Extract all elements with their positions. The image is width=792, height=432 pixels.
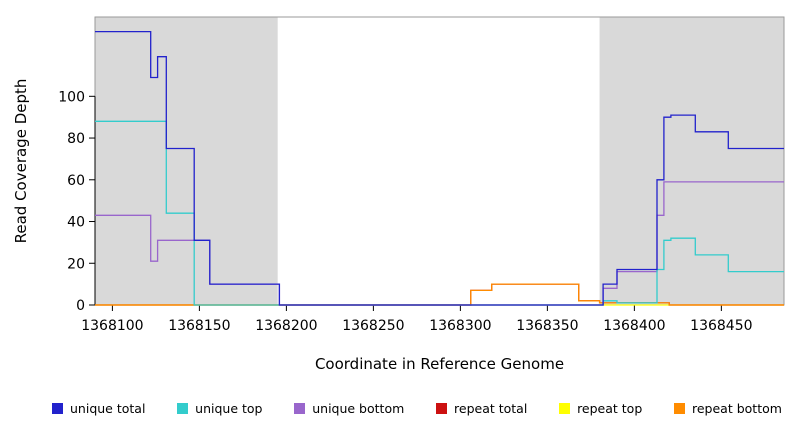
- svg-text:80: 80: [67, 131, 85, 147]
- repeat-bottom-swatch-icon: [674, 403, 685, 414]
- legend-label: repeat total: [454, 401, 528, 416]
- legend-item-unique-top: unique top: [177, 401, 262, 416]
- legend-item-unique-bottom: unique bottom: [294, 401, 404, 416]
- unique-total-swatch-icon: [52, 403, 63, 414]
- repeat-total-swatch-icon: [436, 403, 448, 414]
- legend-label: unique bottom: [312, 401, 405, 416]
- legend-label: unique total: [70, 401, 146, 416]
- svg-text:1368450: 1368450: [690, 318, 752, 334]
- unique-bottom-swatch-icon: [294, 403, 306, 414]
- svg-text:100: 100: [58, 89, 85, 105]
- svg-text:1368200: 1368200: [255, 318, 317, 334]
- legend-item-repeat-bottom: repeat bottom: [674, 401, 782, 416]
- legend-item-unique-total: unique total: [52, 401, 145, 416]
- x-axis-title: Coordinate in Reference Genome: [314, 355, 565, 373]
- repeat-top-swatch-icon: [559, 403, 571, 414]
- legend-item-repeat-total: repeat total: [436, 401, 527, 416]
- legend: unique total unique top unique bottom re…: [0, 401, 792, 416]
- svg-text:1368150: 1368150: [168, 318, 230, 334]
- legend-label: repeat bottom: [692, 401, 782, 416]
- svg-text:40: 40: [67, 215, 85, 231]
- plot-area: 1368100 1368150 1368200 1368250 1368300 13683…: [58, 16, 785, 334]
- svg-text:60: 60: [67, 173, 85, 189]
- legend-item-repeat-top: repeat top: [559, 401, 642, 416]
- legend-label: unique top: [195, 401, 263, 416]
- legend-label: repeat top: [577, 401, 643, 416]
- svg-text:1368350: 1368350: [516, 318, 578, 334]
- svg-text:1368300: 1368300: [429, 318, 491, 334]
- svg-text:0: 0: [76, 298, 85, 314]
- svg-text:20: 20: [67, 256, 85, 272]
- svg-text:1368250: 1368250: [342, 318, 404, 334]
- svg-text:1368400: 1368400: [603, 318, 665, 334]
- svg-text:1368100: 1368100: [81, 318, 143, 334]
- unique-top-swatch-icon: [177, 403, 189, 414]
